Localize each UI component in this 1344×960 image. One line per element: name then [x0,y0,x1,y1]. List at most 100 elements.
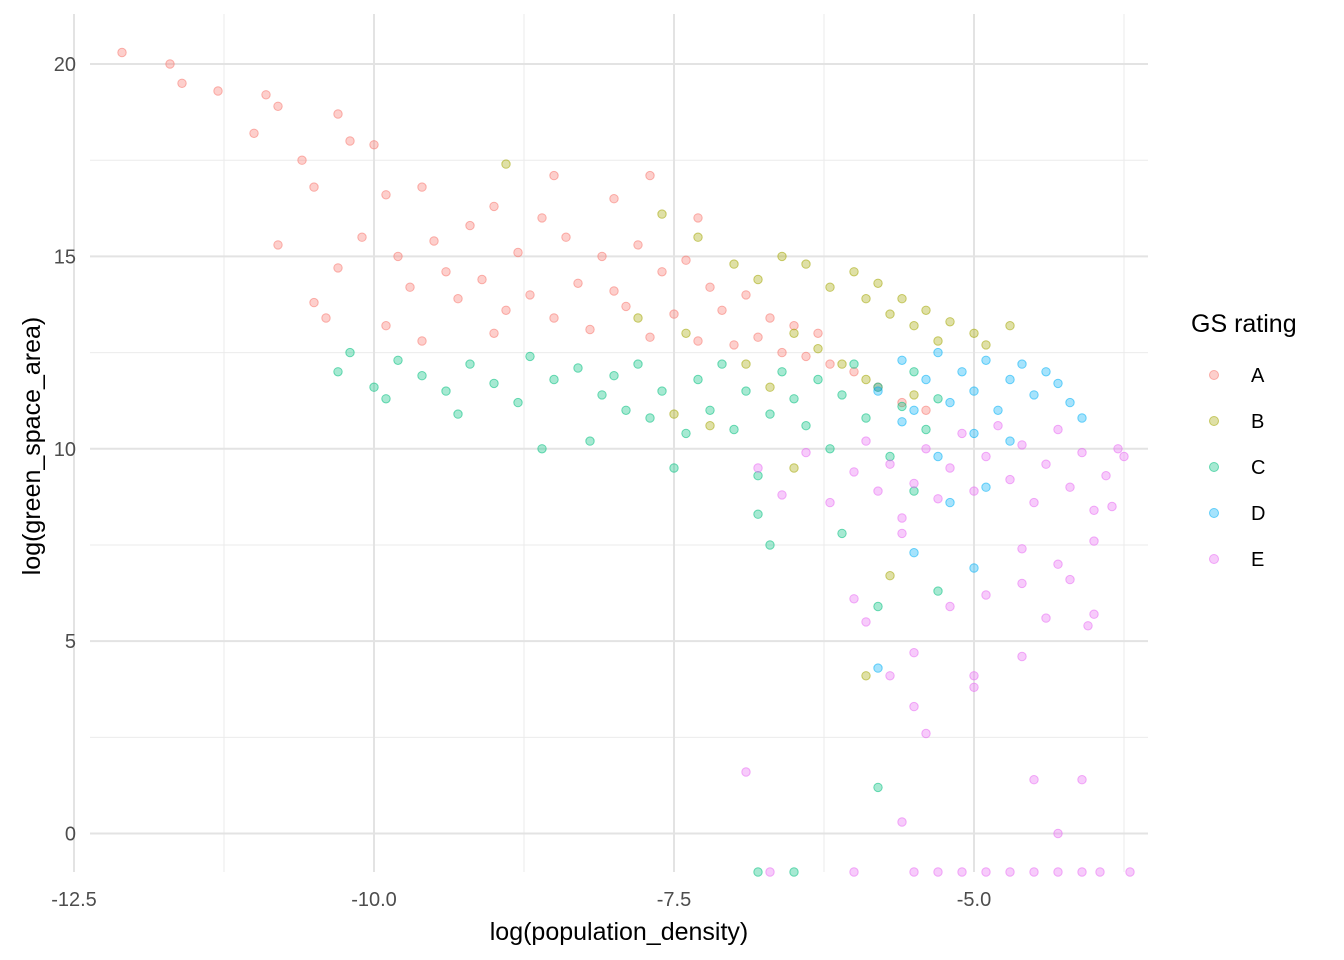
data-point [369,140,379,150]
data-point [1089,609,1099,619]
y-tick-label: 0 [65,824,76,846]
data-point [945,463,955,473]
data-point [789,867,799,877]
data-point [693,232,703,242]
data-point [897,528,907,539]
data-point [921,444,931,454]
data-point [717,359,727,369]
data-point [609,371,619,381]
data-point [1041,367,1051,377]
data-point [657,386,667,396]
data-point [585,324,595,335]
data-point [645,170,655,181]
data-point [717,305,727,315]
data-point [909,486,919,496]
data-point [897,817,907,827]
data-point [501,305,511,315]
data-point [585,436,595,446]
data-point [897,417,907,427]
data-point [693,213,703,223]
data-point [837,359,847,369]
data-point [249,128,259,139]
data-point [1083,621,1093,631]
data-point [1017,651,1027,662]
data-point [849,267,859,277]
data-point [969,386,979,396]
data-point [573,363,583,373]
data-point [957,428,967,439]
data-point [933,451,943,462]
data-point [897,355,907,365]
data-point [909,867,919,877]
data-point [537,444,547,454]
data-point [993,405,1003,415]
data-point [729,340,739,350]
data-point [801,421,811,431]
data-point [1065,482,1075,492]
data-point [381,190,391,200]
data-point [273,101,283,112]
data-point [657,267,667,277]
data-point [1065,397,1075,408]
data-point [813,344,823,354]
data-point [1017,578,1027,589]
data-point [801,447,811,458]
data-point [1005,321,1015,331]
data-point [681,328,691,338]
data-point [813,328,823,338]
data-point [777,490,787,500]
data-point [693,336,703,346]
data-point [897,513,907,523]
data-point [573,278,583,288]
data-point [1089,505,1099,515]
data-point [993,421,1003,431]
data-point [405,282,415,292]
y-tick-label: 10 [54,439,76,461]
data-point [933,867,943,877]
legend-label: D [1251,503,1265,525]
legend-key [1209,508,1219,518]
data-point [825,282,835,292]
data-point [1017,440,1027,450]
data-point [1089,536,1099,546]
legend-key [1209,462,1219,472]
data-point [777,347,787,358]
data-point [381,321,391,331]
data-point [981,590,991,600]
data-point [789,321,799,331]
data-point [549,170,559,181]
data-point [441,267,451,277]
data-point [861,617,871,627]
data-point [837,390,847,400]
data-point [549,313,559,323]
series-d [873,347,1087,673]
data-point [1077,447,1087,458]
data-point [705,405,715,415]
data-point [945,601,955,612]
data-point [1077,413,1087,423]
data-point [885,451,895,462]
data-point [1077,867,1087,877]
minor-gridlines [90,14,1148,872]
legend-key [1209,370,1219,380]
data-point [513,397,523,408]
data-point [909,390,919,400]
data-point [513,247,523,258]
data-point [897,294,907,304]
data-point [849,867,859,877]
data-point [753,332,763,342]
data-point [1005,474,1015,485]
series-a [117,47,931,415]
data-point [1053,378,1063,389]
data-point [1053,424,1063,435]
data-point [909,405,919,415]
data-point [873,386,883,396]
data-point [705,282,715,292]
data-point [765,409,775,419]
data-point [909,321,919,331]
y-tick-label: 15 [54,246,76,268]
data-point [477,274,487,285]
data-point [1029,867,1039,877]
data-point [849,359,859,369]
